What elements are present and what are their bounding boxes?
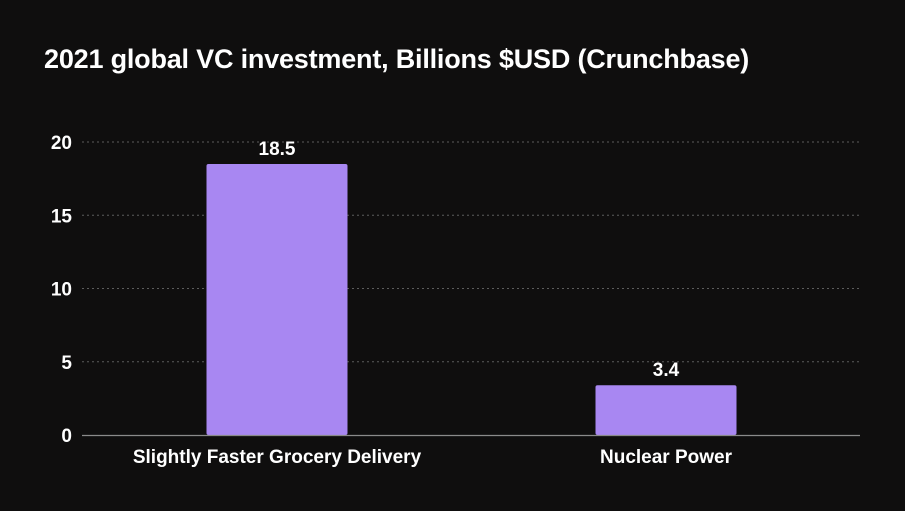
category-label: Slightly Faster Grocery Delivery xyxy=(133,447,422,468)
y-axis-tick-labels: 0 5 10 15 20 xyxy=(51,133,73,447)
y-tick-label: 15 xyxy=(51,206,73,227)
gridlines xyxy=(82,141,860,363)
data-labels: 18.5 3.4 xyxy=(259,139,680,381)
bar-value-label: 3.4 xyxy=(653,360,680,381)
y-tick-label: 5 xyxy=(61,353,72,374)
y-tick-label: 10 xyxy=(51,280,72,301)
y-tick-label: 0 xyxy=(61,426,72,447)
category-label: Nuclear Power xyxy=(600,447,733,468)
x-axis-category-labels: Slightly Faster Grocery Delivery Nuclear … xyxy=(133,447,733,468)
y-tick-label: 20 xyxy=(51,133,72,154)
bars xyxy=(206,163,737,435)
bar xyxy=(595,385,737,435)
chart-title: 2021 global VC investment, Billions $USD… xyxy=(44,44,750,74)
bar-value-label: 18.5 xyxy=(259,139,296,160)
bar xyxy=(206,163,348,435)
